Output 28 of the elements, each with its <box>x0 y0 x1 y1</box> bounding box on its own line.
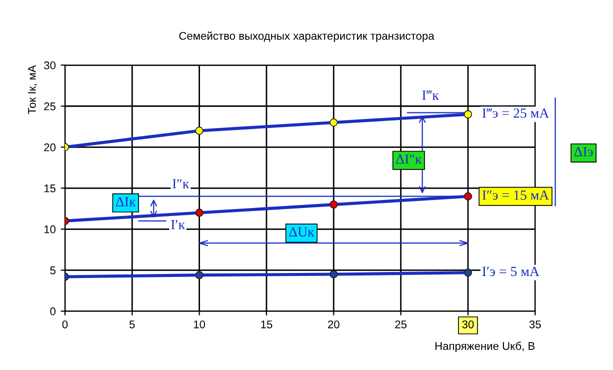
x-tick-label: 10 <box>194 320 206 328</box>
series-label: I″э = 15 мА <box>482 190 550 200</box>
y-tick-label: 5 <box>50 266 56 274</box>
series-label: I′э = 5 мА <box>482 266 540 276</box>
x-tick-label: 35 <box>529 320 541 328</box>
x-tick-label: 0 <box>62 320 68 328</box>
annotation: I′к <box>171 220 186 230</box>
y-tick-label: 15 <box>44 184 56 192</box>
y-tick-label: 0 <box>50 307 56 316</box>
y-axis-title: Ток Iк, мА <box>28 65 38 114</box>
x-tick-label: 15 <box>261 320 272 328</box>
annotation: ΔUк <box>289 227 314 237</box>
legend-label: I‴э = 25 мА <box>482 108 550 118</box>
y-tick-label: 25 <box>44 102 56 110</box>
annotation: I″к <box>172 179 190 188</box>
x-axis-title: Напряжение Uкб, В <box>435 342 535 352</box>
x-tick-label: 5 <box>130 320 135 328</box>
annotation: ΔIк <box>116 197 136 206</box>
annotation: I‴к <box>422 90 439 100</box>
x-tick-label: 20 <box>328 320 340 328</box>
y-tick-label: 20 <box>44 143 56 152</box>
chart-title: Семейство выходных характеристик транзистора <box>179 31 434 42</box>
y-tick-label: 30 <box>44 61 56 70</box>
annotation: ΔI″к <box>396 154 422 164</box>
x-tick-label: 30 <box>462 320 474 328</box>
y-tick-label: 10 <box>44 225 56 234</box>
text: ΔIэ <box>574 147 593 156</box>
x-tick-label: 25 <box>395 320 407 328</box>
